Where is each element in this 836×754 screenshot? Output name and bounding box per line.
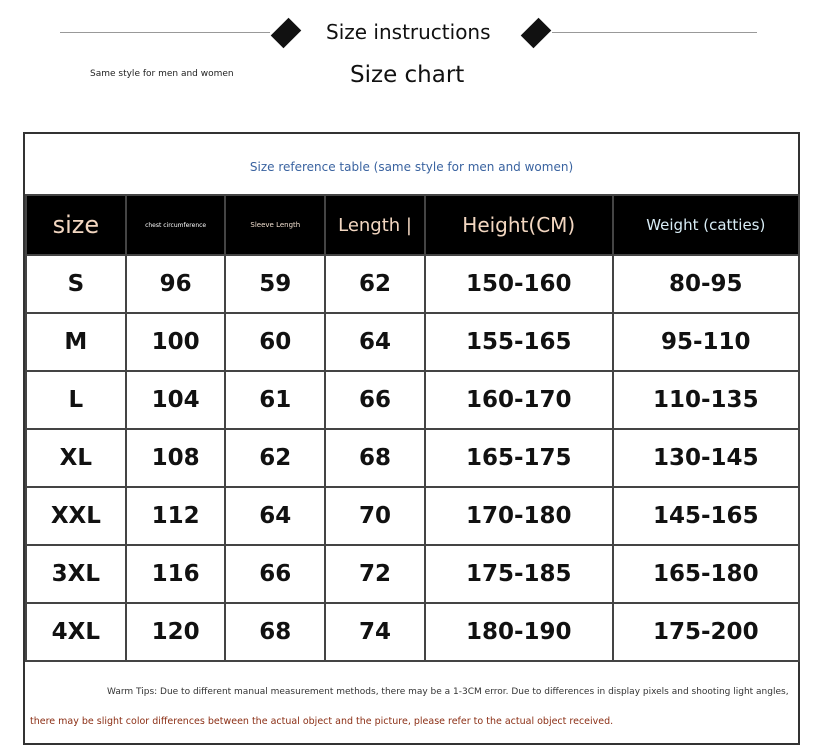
table-cell: 61	[224, 370, 327, 430]
table-cell: 66	[224, 544, 327, 604]
table-cell: 112	[124, 486, 227, 546]
table-cell: XL	[25, 428, 127, 488]
table-cell: 95-110	[611, 312, 801, 372]
page-subtitle: Size chart	[350, 62, 465, 88]
table-cell: 70	[324, 486, 426, 546]
header-size: size	[25, 194, 127, 256]
table-cell: 130-145	[611, 428, 801, 488]
table-cell: 60	[224, 312, 327, 372]
table-cell: M	[25, 312, 127, 372]
table-cell: 74	[324, 602, 426, 662]
diamond-icon	[270, 17, 302, 49]
table-cell: 170-180	[423, 486, 614, 546]
table-row: M 100 60 64 155-165 95-110	[25, 312, 801, 372]
warm-tips: Warm Tips: Due to different manual measu…	[25, 670, 798, 745]
table-row: L 104 61 66 160-170 110-135	[25, 370, 801, 430]
table-cell: XXL	[25, 486, 127, 546]
table-cell: 160-170	[423, 370, 614, 430]
divider-right	[552, 32, 757, 33]
table-cell: 175-200	[611, 602, 801, 662]
table-row: S 96 59 62 150-160 80-95	[25, 254, 801, 314]
table-cell: 116	[124, 544, 227, 604]
header-height: Height(CM)	[423, 194, 614, 256]
table-cell: 68	[224, 602, 327, 662]
tip-line-1: Warm Tips: Due to different manual measu…	[107, 687, 789, 697]
table-cell: 66	[324, 370, 426, 430]
table-cell: 62	[324, 254, 426, 314]
table-cell: 72	[324, 544, 426, 604]
table-cell: 155-165	[423, 312, 614, 372]
table-cell: 165-180	[611, 544, 801, 604]
table-row: 3XL 116 66 72 175-185 165-180	[25, 544, 801, 604]
table-cell: 4XL	[25, 602, 127, 662]
size-grid: size chest circumference Sleeve Length L…	[25, 194, 801, 662]
table-cell: 96	[124, 254, 227, 314]
table-cell: 80-95	[611, 254, 801, 314]
header-weight: Weight (catties)	[611, 194, 801, 256]
table-cell: 64	[324, 312, 426, 372]
table-cell: L	[25, 370, 127, 430]
table-cell: 62	[224, 428, 327, 488]
table-cell: 175-185	[423, 544, 614, 604]
table-cell: 110-135	[611, 370, 801, 430]
table-cell: 108	[124, 428, 227, 488]
table-cell: 68	[324, 428, 426, 488]
table-cell: 3XL	[25, 544, 127, 604]
table-cell: 145-165	[611, 486, 801, 546]
header-length: Length |	[324, 194, 426, 256]
table-cell: 104	[124, 370, 227, 430]
table-row: XL 108 62 68 165-175 130-145	[25, 428, 801, 488]
header-chest: chest circumference	[124, 194, 227, 256]
table-cell: 59	[224, 254, 327, 314]
table-cell: 120	[124, 602, 227, 662]
divider-left	[60, 32, 270, 33]
table-row: 4XL 120 68 74 180-190 175-200	[25, 602, 801, 662]
tip-line-2: there may be slight color differences be…	[30, 716, 614, 727]
table-cell: 165-175	[423, 428, 614, 488]
header-sleeve: Sleeve Length	[224, 194, 327, 256]
table-cell: 180-190	[423, 602, 614, 662]
diamond-icon	[520, 17, 552, 49]
table-cell: 100	[124, 312, 227, 372]
table-cell: 64	[224, 486, 327, 546]
size-table: Size reference table (same style for men…	[23, 132, 801, 745]
table-cell: 150-160	[423, 254, 614, 314]
style-note: Same style for men and women	[90, 69, 234, 79]
table-cell: S	[25, 254, 127, 314]
section-title: Size instructions	[326, 20, 491, 44]
table-row: XXL 112 64 70 170-180 145-165	[25, 486, 801, 546]
table-caption: Size reference table (same style for men…	[249, 160, 574, 174]
